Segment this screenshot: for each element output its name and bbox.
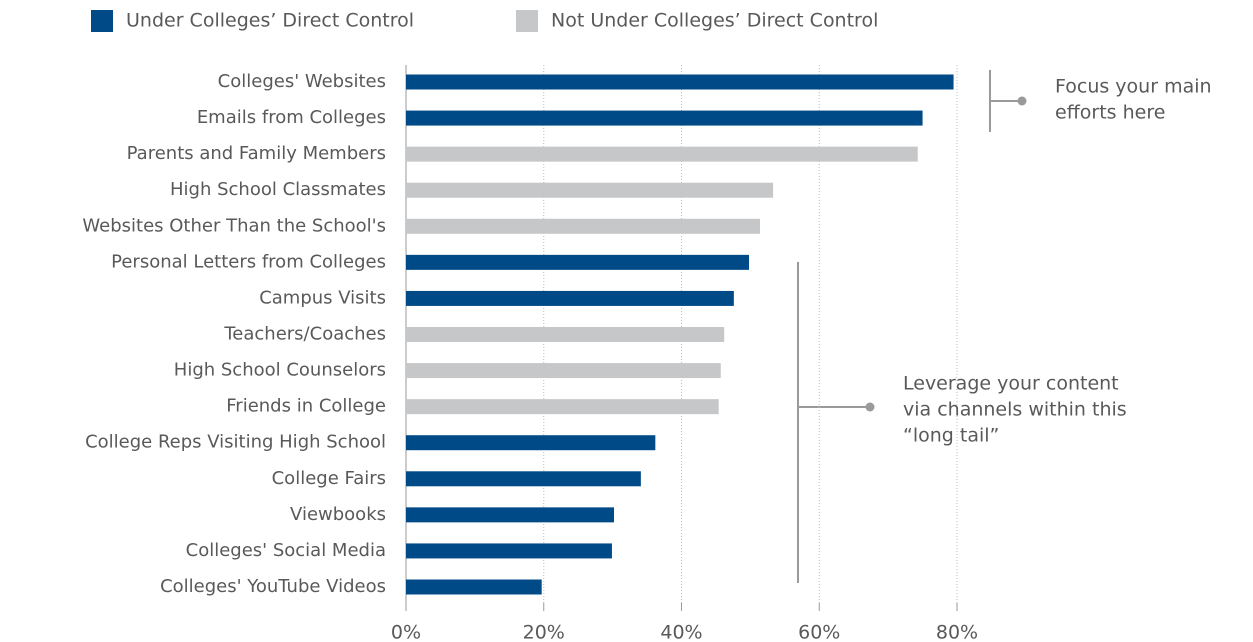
annotation-bracket-bottom bbox=[797, 262, 875, 583]
bar bbox=[406, 399, 719, 415]
y-tick-label: Campus Visits bbox=[259, 287, 386, 308]
x-tick-label: 0% bbox=[391, 622, 421, 642]
bar bbox=[406, 110, 923, 126]
bar bbox=[406, 543, 612, 559]
x-tick-label: 40% bbox=[660, 622, 702, 642]
y-tick-label: College Reps Visiting High School bbox=[85, 432, 386, 453]
legend-label: Under Colleges’ Direct Control bbox=[126, 10, 414, 32]
x-tick-label: 80% bbox=[936, 622, 978, 642]
bar bbox=[406, 363, 721, 379]
bar bbox=[406, 327, 725, 342]
y-tick-label: Colleges' Social Media bbox=[186, 540, 386, 561]
annotation: Leverage your content bbox=[903, 373, 1119, 395]
bar bbox=[406, 507, 615, 523]
x-tick-label: 60% bbox=[798, 622, 840, 642]
y-tick-label: Emails from Colleges bbox=[197, 107, 386, 128]
y-tick-label: Websites Other Than the School's bbox=[82, 215, 386, 236]
bar bbox=[406, 218, 761, 234]
annotation: Focus your main bbox=[1055, 76, 1212, 98]
annotation-bracket-top bbox=[989, 70, 1027, 132]
bar bbox=[406, 254, 749, 270]
y-tick-label: Colleges' Websites bbox=[218, 71, 386, 92]
bar bbox=[406, 74, 954, 90]
y-tick-label: College Fairs bbox=[272, 468, 386, 489]
bar bbox=[406, 290, 734, 306]
y-tick-label: High School Classmates bbox=[170, 179, 386, 200]
y-tick-label: Colleges' YouTube Videos bbox=[160, 576, 386, 597]
y-tick-label: Friends in College bbox=[226, 396, 386, 417]
x-tick-label: 20% bbox=[523, 622, 565, 642]
legend-label: Not Under Colleges’ Direct Control bbox=[551, 10, 878, 32]
legend-swatch bbox=[91, 10, 113, 32]
y-tick-label: Viewbooks bbox=[290, 504, 386, 525]
bar bbox=[406, 471, 641, 487]
annotation: efforts here bbox=[1055, 102, 1165, 124]
bar bbox=[406, 146, 918, 162]
y-tick-label: Teachers/Coaches bbox=[223, 324, 386, 345]
legend-swatch bbox=[516, 10, 538, 32]
y-tick-label: High School Counselors bbox=[174, 360, 386, 381]
bar bbox=[406, 579, 542, 595]
bar bbox=[406, 435, 656, 451]
y-tick-label: Personal Letters from Colleges bbox=[111, 251, 386, 272]
y-tick-label: Parents and Family Members bbox=[127, 143, 386, 164]
bar bbox=[406, 182, 774, 198]
annotation: via channels within this bbox=[903, 399, 1127, 421]
annotation: “long tail” bbox=[903, 425, 999, 447]
